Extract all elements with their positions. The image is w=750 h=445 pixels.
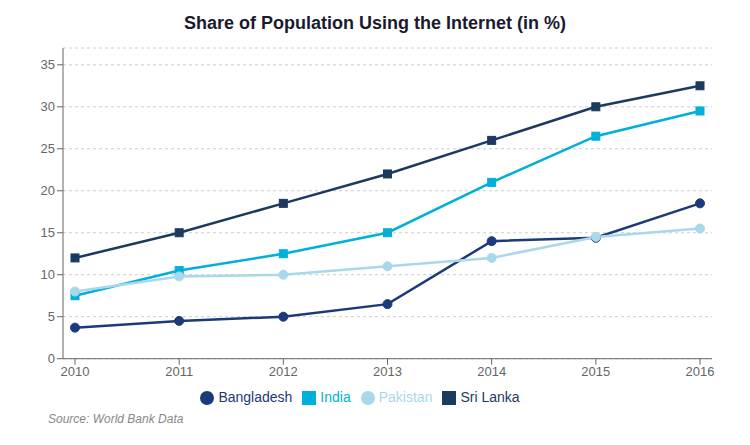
html-text:Share of Population Using the: Share of Population Using the Internet (…: [184, 13, 566, 33]
svg-text:20: 20: [41, 183, 55, 198]
svg-text:2011: 2011: [165, 364, 193, 379]
svg-text:5: 5: [48, 309, 55, 324]
svg-text:25: 25: [41, 141, 55, 156]
svg-text:0: 0: [48, 351, 55, 366]
svg-text:2015: 2015: [581, 364, 610, 379]
svg-text:2014: 2014: [477, 364, 506, 379]
svg-text:2010: 2010: [61, 364, 90, 379]
html-text:Pakistan: Pakistan: [378, 388, 433, 405]
svg-text:2016: 2016: [686, 364, 715, 379]
svg-text:35: 35: [41, 57, 55, 72]
svg-text:10: 10: [41, 267, 55, 282]
svg-text:15: 15: [41, 225, 55, 240]
html-text:Source: World Bank Data: Source: World Bank Data: [48, 412, 184, 426]
svg-text:30: 30: [41, 99, 55, 114]
html-text:Sri Lanka: Sri Lanka: [460, 388, 520, 405]
html-text:India: India: [320, 388, 351, 405]
html-text:Bangladesh: Bangladesh: [218, 388, 293, 405]
svg-text:2012: 2012: [269, 364, 298, 379]
svg-text:2013: 2013: [373, 364, 402, 379]
